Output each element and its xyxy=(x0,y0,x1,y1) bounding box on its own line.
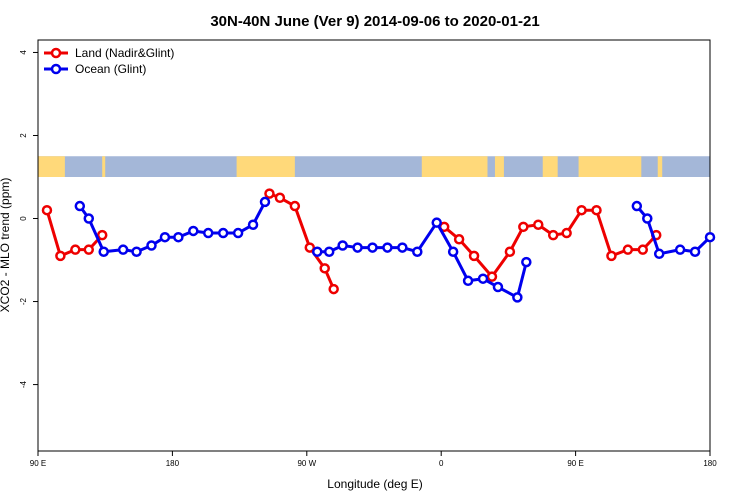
plot-frame xyxy=(37,39,711,452)
series-line xyxy=(78,201,267,254)
series-ocean xyxy=(74,196,716,303)
x-tick-label: 90 E xyxy=(30,459,46,468)
band-land xyxy=(578,156,642,177)
data-point xyxy=(328,283,339,295)
data-point xyxy=(41,204,53,216)
data-point xyxy=(486,271,498,282)
data-point xyxy=(477,273,489,284)
data-point xyxy=(591,204,602,216)
data-point xyxy=(96,229,108,241)
data-point xyxy=(674,244,686,255)
series-line xyxy=(268,192,336,290)
data-point xyxy=(462,275,474,287)
data-point xyxy=(704,231,716,243)
data-point xyxy=(367,242,378,253)
data-point xyxy=(518,221,529,233)
data-point xyxy=(146,240,157,251)
series-line xyxy=(635,205,712,256)
x-tick-label: 180 xyxy=(703,459,717,468)
data-point xyxy=(117,244,129,255)
data-point xyxy=(217,227,229,239)
band-land xyxy=(102,156,106,177)
data-point xyxy=(274,192,286,204)
data-point xyxy=(55,250,66,262)
data-point xyxy=(159,231,171,243)
data-point xyxy=(70,244,81,255)
x-axis: 90 E 180 90 W 0 90 E 180 xyxy=(30,451,717,468)
data-point xyxy=(447,246,459,257)
data-point xyxy=(642,213,653,224)
data-point xyxy=(397,242,408,253)
data-point xyxy=(512,292,523,303)
data-point xyxy=(202,227,214,239)
data-point xyxy=(98,246,109,257)
data-point xyxy=(431,217,442,228)
data-point xyxy=(232,227,244,239)
y-axis-label: XCO2 - MLO trend (ppm) xyxy=(0,178,12,313)
data-point xyxy=(319,263,330,274)
data-point xyxy=(382,242,393,253)
y-tick-label: -4 xyxy=(19,380,28,388)
data-point xyxy=(689,246,701,257)
data-point xyxy=(352,242,363,253)
x-tick-label: 0 xyxy=(439,459,444,468)
x-tick-label: 180 xyxy=(166,459,180,468)
legend-land-label: Land (Nadir&Glint) xyxy=(75,46,174,60)
data-point xyxy=(504,246,516,257)
legend: Land (Nadir&Glint) Ocean (Glint) xyxy=(44,46,174,76)
data-point xyxy=(337,240,348,251)
legend-ocean-label: Ocean (Glint) xyxy=(75,62,146,76)
data-point xyxy=(83,213,95,224)
y-tick-label: 2 xyxy=(19,133,28,138)
data-point xyxy=(533,219,544,230)
data-point xyxy=(131,246,142,257)
data-point xyxy=(259,196,271,208)
x-axis-label: Longitude (deg E) xyxy=(327,477,422,491)
data-point xyxy=(606,250,617,262)
data-point xyxy=(289,200,301,212)
band-ocean xyxy=(38,156,710,177)
y-tick-label: 0 xyxy=(19,216,28,221)
band-land xyxy=(494,156,504,177)
band-land xyxy=(38,156,65,177)
data-point xyxy=(492,281,504,293)
data-point xyxy=(412,246,423,257)
data-point xyxy=(631,200,643,212)
y-axis: 4 2 0 -2 -4 xyxy=(19,50,38,388)
x-tick-label: 90 W xyxy=(297,459,316,468)
data-point xyxy=(173,231,184,243)
data-point xyxy=(83,244,95,255)
data-point xyxy=(247,219,259,230)
y-tick-label: -2 xyxy=(19,297,28,305)
data-point xyxy=(622,244,634,255)
series-land xyxy=(41,188,662,295)
data-point xyxy=(323,246,335,257)
band-land xyxy=(657,156,663,177)
data-point xyxy=(468,250,480,262)
series-layer xyxy=(41,188,716,303)
data-point xyxy=(188,225,199,237)
legend-ocean-marker xyxy=(50,63,62,75)
band-land xyxy=(421,156,488,177)
data-point xyxy=(521,256,532,268)
data-point xyxy=(264,188,275,199)
data-point xyxy=(453,234,465,245)
data-point xyxy=(637,244,649,255)
data-point xyxy=(547,229,559,241)
series-line xyxy=(443,208,658,279)
y-tick-label: 4 xyxy=(19,50,28,55)
chart-title: 30N-40N June (Ver 9) 2014-09-06 to 2020-… xyxy=(210,13,539,30)
data-point xyxy=(561,227,572,239)
legend-land-marker xyxy=(50,47,62,59)
band-land xyxy=(236,156,295,177)
x-tick-label: 90 E xyxy=(567,459,583,468)
band-land xyxy=(542,156,558,177)
data-point xyxy=(312,246,323,257)
data-point xyxy=(653,248,665,260)
data-point xyxy=(304,242,316,253)
data-point xyxy=(74,200,86,212)
land-mask-band xyxy=(38,156,710,177)
data-point xyxy=(576,204,587,216)
